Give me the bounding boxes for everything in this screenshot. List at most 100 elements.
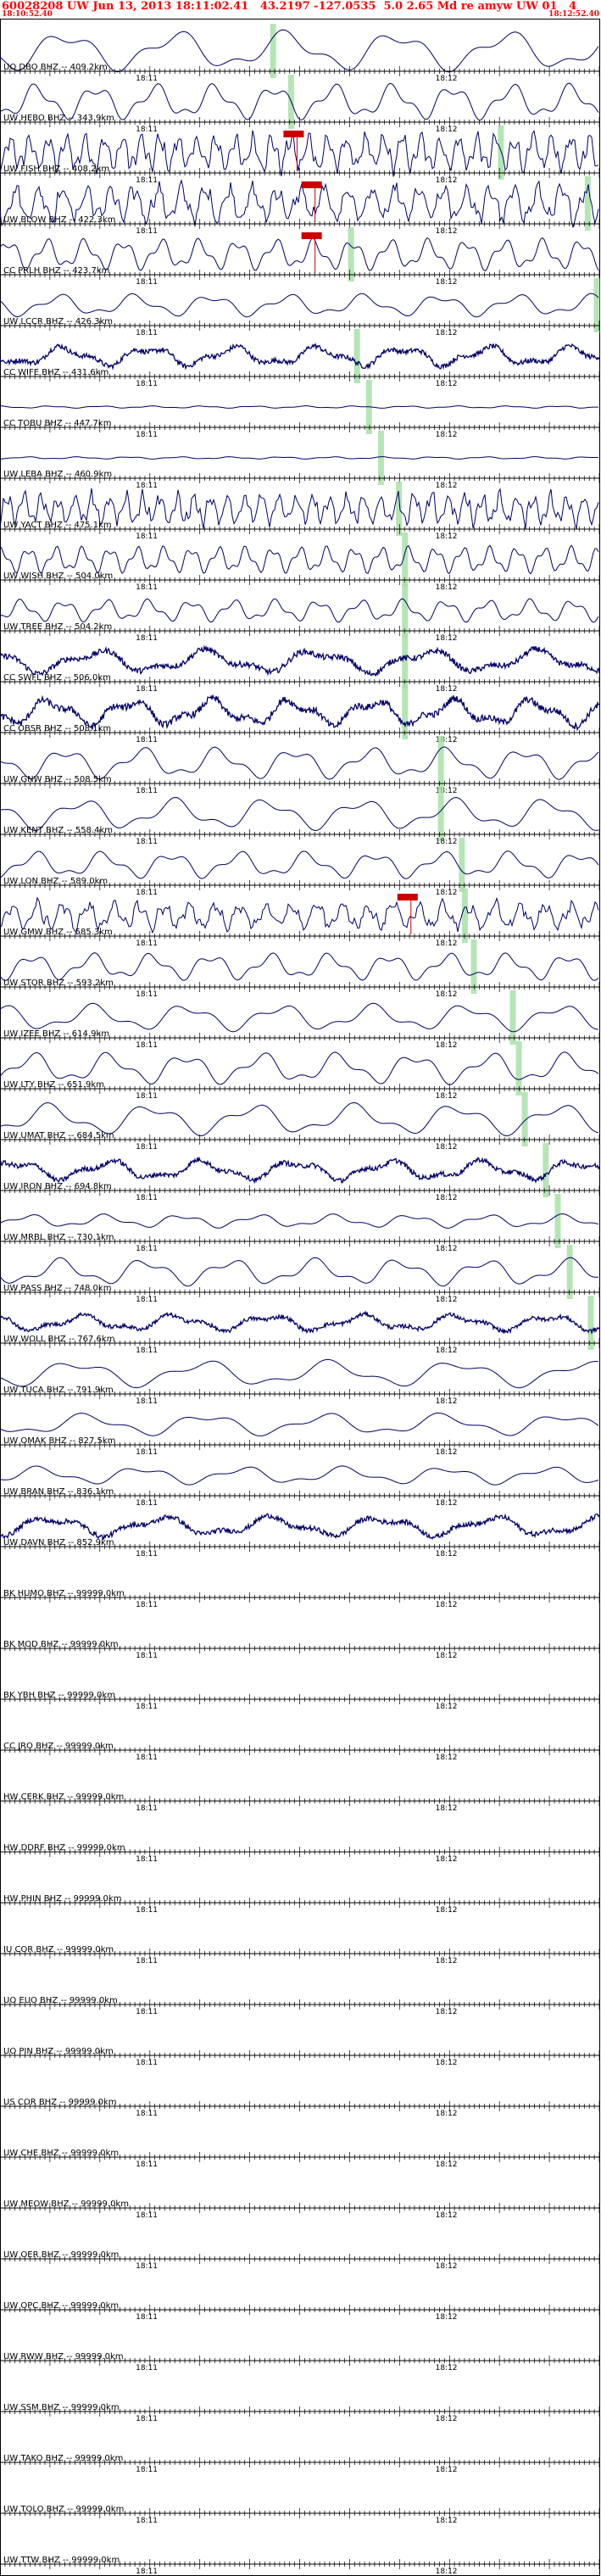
channel-label: UW DAVN BHZ -- 852.9km: [3, 1538, 114, 1547]
time-axis-ticks: [0, 473, 600, 483]
minute-tick-label: 18:11: [136, 2313, 158, 2322]
minute-tick-label: 18:11: [136, 1499, 158, 1508]
minute-tick-label: 18:12: [436, 736, 458, 744]
channel-label: UW IZEE BHZ -- 614.9km: [3, 1029, 109, 1039]
channel-label: UW RWW BHZ -- 99999.0km: [3, 2352, 124, 2361]
minute-tick-label: 18:11: [136, 1906, 158, 1915]
minute-tick-label: 18:11: [136, 1397, 158, 1406]
travel-time-band: [353, 329, 360, 383]
minute-tick-label: 18:11: [136, 1550, 158, 1558]
channel-label: HW CERK BHZ -- 99999.0km: [3, 1793, 124, 1802]
time-axis-ticks: [0, 982, 600, 992]
minute-tick-label: 18:12: [436, 940, 458, 948]
channel-label: UW CHE BHZ -- 99999.0km: [3, 2149, 119, 2158]
travel-time-band: [515, 1041, 522, 1096]
minute-tick-label: 18:12: [436, 1194, 458, 1202]
channel-label: UW SSM BHZ -- 99999.0km: [3, 2403, 120, 2412]
travel-time-band: [402, 532, 409, 587]
seismogram-trace: [0, 1156, 600, 1185]
minute-tick-label: 18:11: [136, 482, 158, 490]
channel-label: UW TUCA BHZ -- 791.9km: [3, 1386, 114, 1395]
channel-label: UW BLOW BHZ -- 422.3km: [3, 215, 115, 225]
minute-tick-label: 18:11: [136, 532, 158, 541]
minute-tick-label: 18:11: [136, 1754, 158, 1762]
minute-tick-label: 18:11: [136, 2364, 158, 2372]
minute-tick-label: 18:12: [436, 1143, 458, 1151]
travel-time-band: [566, 1245, 573, 1299]
channel-label: UW FISH BHZ -- 408.2km: [3, 164, 109, 174]
minute-tick-label: 18:12: [436, 431, 458, 439]
channel-label: UW TTW BHZ -- 99999.0km: [3, 2556, 120, 2565]
channel-label: CC PRLH BHZ -- 423.7km: [3, 266, 109, 276]
minute-tick-label: 18:12: [436, 1601, 458, 1609]
time-axis-ticks: [0, 1491, 600, 1501]
minute-tick-label: 18:12: [436, 2262, 458, 2271]
minute-tick-label: 18:11: [136, 1347, 158, 1355]
minute-tick-label: 18:11: [136, 2008, 158, 2016]
minute-tick-label: 18:12: [436, 1245, 458, 1253]
time-axis-ticks: [0, 2050, 600, 2060]
minute-tick-label: 18:12: [436, 1397, 458, 1406]
time-axis-ticks: [0, 117, 600, 127]
travel-time-band: [521, 1092, 528, 1146]
channel-label: UW UMAT BHZ -- 684.5km: [3, 1131, 114, 1140]
seismogram-trace: [0, 1513, 600, 1542]
seismogram-trace: [0, 1002, 599, 1033]
minute-tick-label: 18:11: [136, 125, 158, 134]
seismogram-trace: [0, 293, 599, 318]
travel-time-band: [461, 889, 468, 943]
minute-tick-label: 18:12: [436, 990, 458, 999]
seismogram-section: 18:11 18:12 UO DBO BHZ -- 409.2km 18:11 18:1…: [0, 19, 600, 2576]
channel-label: UW STOR BHZ -- 593.2km: [3, 979, 114, 988]
minute-tick-label: 18:11: [136, 1245, 158, 1253]
travel-time-band: [377, 431, 384, 485]
channel-label: UW WISH BHZ -- 504.0km: [3, 572, 113, 581]
travel-time-band: [437, 736, 444, 790]
pick-marker: [301, 181, 322, 188]
channel-label: UW GNW BHZ -- 508.5km: [3, 775, 112, 784]
time-axis-ticks: [0, 2508, 600, 2518]
minute-tick-label: 18:11: [136, 2262, 158, 2271]
minute-tick-label: 18:11: [136, 329, 158, 337]
minute-tick-label: 18:12: [436, 583, 458, 592]
travel-time-band: [593, 278, 600, 332]
time-axis-ticks: [0, 1898, 600, 1908]
seismogram-trace: [0, 796, 599, 832]
channel-label: UW KENT BHZ -- 558.4km: [3, 826, 113, 835]
channel-label: UW HEBO BHZ -- 343.9km: [3, 114, 114, 123]
minute-tick-label: 18:12: [436, 1041, 458, 1050]
time-axis-ticks: [0, 1338, 600, 1348]
time-axis-ticks: [0, 422, 600, 432]
minute-tick-label: 18:12: [436, 125, 458, 134]
time-axis-ticks: [0, 2305, 600, 2315]
channel-label: UW LTY BHZ -- 651.9km: [3, 1080, 104, 1090]
channel-label: CC WIFE BHZ -- 431.6km: [3, 368, 109, 377]
channel-label: UW OER BHZ -- 99999.0km: [3, 2250, 119, 2260]
time-axis-ticks: [0, 1949, 600, 1959]
minute-tick-label: 18:12: [436, 278, 458, 287]
minute-tick-label: 18:11: [136, 1092, 158, 1101]
channel-label: UW TREE BHZ -- 504.2km: [3, 622, 112, 632]
channel-label: UW PASS BHZ -- 748.0km: [3, 1284, 111, 1293]
seismogram-trace: [0, 1051, 599, 1085]
minute-tick-label: 18:12: [436, 1804, 458, 1813]
seismogram-trace: [0, 1465, 599, 1486]
minute-tick-label: 18:11: [136, 838, 158, 846]
pick-marker: [301, 232, 322, 239]
minute-tick-label: 18:11: [136, 1143, 158, 1151]
channel-label: UO EUO BHZ -- 99999.0km: [3, 1996, 118, 2005]
minute-tick-label: 18:11: [136, 583, 158, 592]
end-time-label: 18:12:52.40: [548, 10, 599, 19]
minute-tick-label: 18:11: [136, 1296, 158, 1304]
seismogram-trace: [0, 456, 598, 460]
minute-tick-label: 18:11: [136, 1652, 158, 1660]
seismogram-trace: [0, 29, 599, 73]
time-axis-ticks: [0, 219, 600, 229]
seismogram-trace: [0, 694, 600, 732]
channel-label: UW WOLL BHZ -- 767.6km: [3, 1335, 114, 1344]
seismogram-trace: [0, 544, 599, 575]
channel-label: BK YBH BHZ -- 99999.0km: [3, 1691, 115, 1700]
minute-tick-label: 18:11: [136, 227, 158, 236]
minute-tick-label: 18:11: [136, 2415, 158, 2423]
channel-label: UO DBO BHZ -- 409.2km: [3, 63, 108, 72]
